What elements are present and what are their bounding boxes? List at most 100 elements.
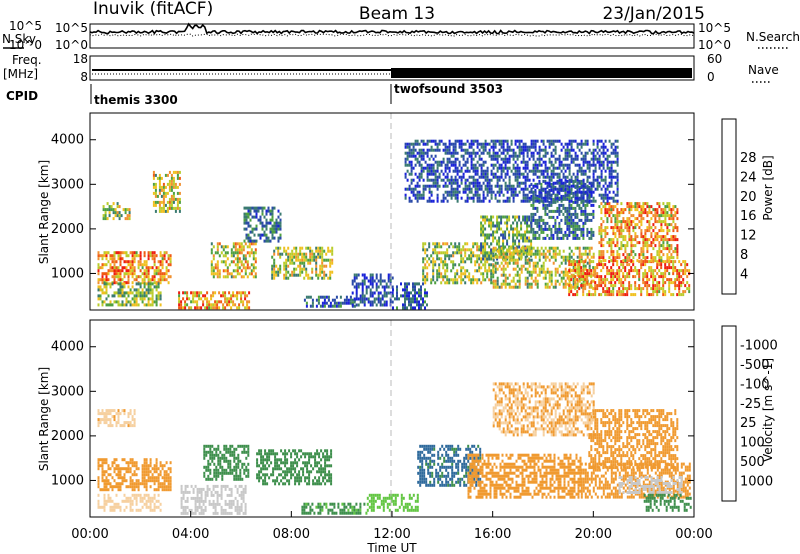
data-cell — [550, 172, 553, 176]
data-cell — [283, 267, 286, 271]
data-cell — [516, 285, 519, 289]
data-cell — [154, 188, 157, 192]
data-cell — [424, 300, 426, 304]
data-cell — [536, 264, 539, 268]
data-cell — [490, 269, 493, 273]
data-cell — [638, 269, 641, 273]
data-cell — [422, 154, 425, 158]
data-cell — [662, 229, 665, 233]
data-cell — [554, 151, 557, 155]
data-cell — [494, 279, 497, 283]
data-cell — [450, 196, 453, 200]
data-cell — [369, 288, 372, 292]
data-cell — [520, 249, 523, 253]
data-cell — [275, 227, 278, 231]
data-cell — [582, 252, 585, 256]
data-cell — [442, 184, 445, 188]
data-cell — [672, 281, 675, 285]
data-cell — [546, 221, 549, 225]
data-cell — [307, 261, 310, 265]
data-cell — [454, 181, 457, 185]
data-cell — [500, 215, 503, 219]
data-cell — [271, 230, 274, 234]
data-cell — [606, 211, 609, 215]
data-cell — [510, 184, 513, 188]
data-cell — [317, 301, 320, 305]
data-cell — [131, 285, 134, 289]
data-cell — [554, 139, 557, 143]
data-cell — [422, 190, 425, 194]
data-cell — [367, 297, 370, 301]
data-cell — [460, 272, 463, 276]
data-cell — [117, 282, 120, 286]
data-cell — [452, 266, 455, 270]
data-cell — [279, 252, 282, 256]
data-cell — [636, 259, 639, 263]
data-cell — [426, 148, 429, 152]
data-cell — [248, 272, 251, 276]
data-cell — [616, 151, 619, 155]
data-cell — [462, 148, 465, 152]
data-cell — [564, 197, 567, 201]
data-cell — [660, 226, 663, 230]
data-cell — [548, 203, 551, 207]
data-cell — [528, 190, 531, 194]
data-cell — [608, 256, 611, 260]
data-cell — [540, 172, 543, 176]
data-cell — [596, 263, 599, 267]
data-cell — [664, 272, 667, 276]
data-cell — [116, 211, 119, 215]
data-cell — [345, 301, 348, 305]
data-cell — [466, 242, 469, 246]
data-cell — [500, 227, 503, 231]
data-cell — [598, 181, 601, 185]
data-cell — [151, 251, 154, 255]
data-cell — [580, 212, 583, 216]
data-cell — [490, 248, 493, 252]
data-cell — [592, 178, 595, 182]
data-cell — [106, 208, 109, 212]
data-cell — [492, 224, 495, 228]
data-cell — [301, 246, 304, 250]
data-cell — [512, 184, 515, 188]
data-cell — [498, 245, 501, 249]
data-cell — [558, 157, 561, 161]
data-cell — [602, 266, 605, 270]
data-cell — [373, 279, 376, 283]
data-cell — [576, 264, 579, 268]
data-cell — [131, 257, 134, 261]
data-cell — [592, 215, 595, 219]
data-cell — [590, 285, 593, 289]
data-cell — [560, 169, 563, 173]
data-cell — [552, 142, 555, 146]
data-cell — [572, 212, 575, 216]
data-cell — [624, 247, 627, 251]
data-cell — [458, 139, 461, 143]
data-cell — [630, 235, 633, 239]
data-cell — [540, 139, 543, 143]
data-cell — [642, 217, 645, 221]
data-cell — [315, 270, 318, 274]
data-cell — [157, 297, 160, 301]
data-cell — [620, 247, 623, 251]
data-cell — [123, 291, 126, 295]
data-cell — [240, 269, 243, 273]
data-cell — [424, 281, 427, 285]
data-cell — [594, 266, 597, 270]
data-cell — [462, 163, 465, 167]
data-cell — [247, 224, 250, 228]
data-cell — [285, 249, 288, 253]
data-cell — [478, 278, 481, 282]
data-cell — [147, 275, 150, 279]
data-cell — [119, 294, 122, 298]
data-cell — [387, 285, 390, 289]
data-cell — [650, 241, 653, 245]
data-cell — [299, 264, 302, 268]
data-cell — [558, 252, 561, 256]
data-cell — [416, 160, 419, 164]
data-cell — [311, 301, 314, 305]
data-cell — [424, 288, 426, 292]
data-cell — [560, 209, 563, 213]
data-cell — [396, 294, 398, 298]
data-cell — [297, 252, 300, 256]
